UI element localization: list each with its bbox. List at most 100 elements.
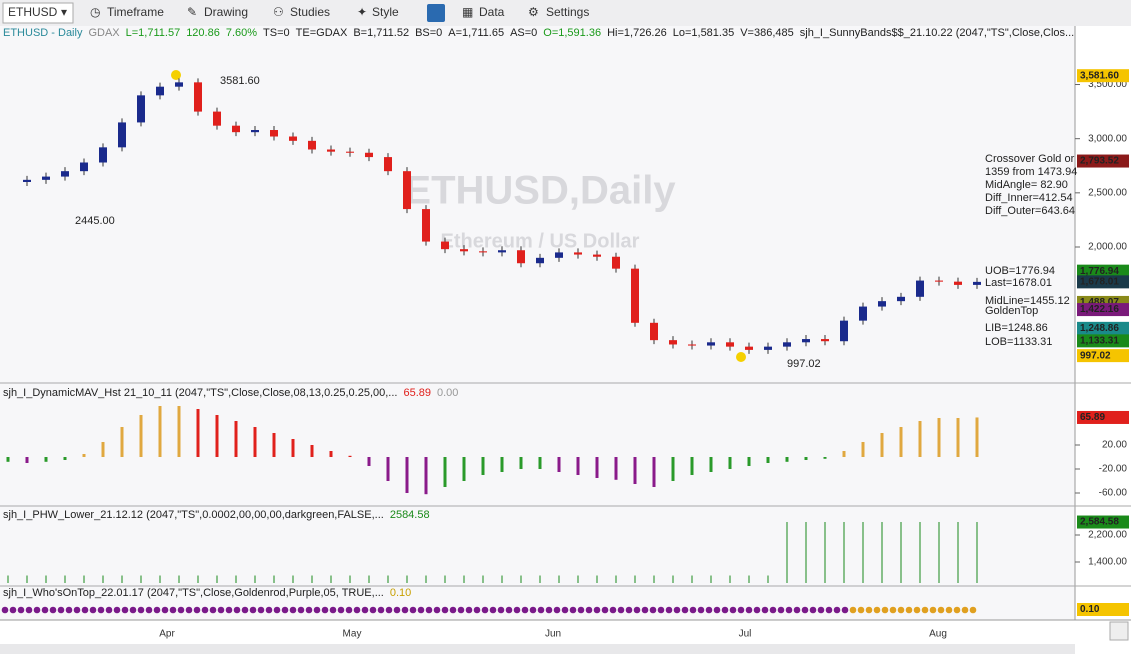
header-field: L=1,711.57 — [126, 27, 181, 39]
state-dot — [889, 606, 897, 614]
band-label: Last=1678.01 — [985, 277, 1052, 289]
price-flag-label: 1,776.94 — [1080, 266, 1119, 277]
state-dot — [505, 606, 513, 614]
toolbar-button[interactable]: Studies — [290, 5, 330, 19]
band-label: LIB=1248.86 — [985, 322, 1048, 334]
state-dot — [137, 606, 145, 614]
candle — [194, 82, 202, 112]
toolbar — [0, 0, 1131, 26]
header-field: O=1,591.36 — [543, 27, 601, 39]
state-dot — [689, 606, 697, 614]
y-tick-label: 3,500.00 — [1088, 79, 1127, 90]
candle — [555, 252, 563, 258]
candle — [137, 95, 145, 123]
settings-button[interactable] — [1109, 621, 1129, 641]
histogram-bar — [842, 451, 846, 457]
histogram-bar — [25, 457, 29, 463]
state-dot — [777, 606, 785, 614]
state-dot — [489, 606, 497, 614]
toolbar-button[interactable]: Data — [479, 5, 505, 19]
histogram-bar — [500, 457, 504, 472]
toolbar-button[interactable]: Settings — [546, 5, 589, 19]
histogram-bar — [595, 457, 599, 478]
header-field: V=386,485 — [740, 27, 794, 39]
month-label: Jul — [739, 629, 752, 640]
state-dot — [657, 606, 665, 614]
state-dot — [929, 606, 937, 614]
state-dot — [145, 606, 153, 614]
candle — [42, 176, 50, 180]
histogram-bar — [310, 445, 314, 457]
candle — [612, 256, 620, 269]
price-flag-label: 65.89 — [1080, 412, 1105, 423]
state-dot — [241, 606, 249, 614]
state-dot — [553, 606, 561, 614]
histogram-bar — [82, 454, 86, 457]
histogram-bar — [158, 406, 162, 457]
price-flag — [1077, 334, 1129, 348]
toolbar-button[interactable]: Style — [372, 5, 399, 19]
header-field: sjh_I_SunnyBands$$_21.10.22 (2047,"TS",C… — [800, 27, 1074, 39]
state-dot — [361, 606, 369, 614]
state-dot — [57, 606, 65, 614]
state-dot — [873, 606, 881, 614]
toolbar-button[interactable]: Drawing — [204, 5, 248, 19]
state-dot — [289, 606, 297, 614]
histogram-bar — [177, 406, 181, 457]
indicator-name: sjh_I_Who'sOnTop_22.01.17 (2047,"TS",Clo… — [3, 587, 384, 599]
state-dot — [305, 606, 313, 614]
histogram-bar — [557, 457, 561, 472]
histogram-bar — [348, 455, 352, 457]
state-dot — [769, 606, 777, 614]
histogram-bar — [234, 421, 238, 457]
candle — [498, 250, 506, 253]
indicator-label: sjh_I_Who'sOnTop_22.01.17 (2047,"TS",Clo… — [3, 587, 411, 599]
histogram-bar — [481, 457, 485, 475]
icon: ▦ — [462, 5, 473, 19]
symbol[interactable]: ETHUSD — [8, 5, 58, 19]
band-label: MidLine=1455.12 — [985, 295, 1070, 307]
layout-button[interactable] — [427, 4, 445, 22]
state-dot — [169, 606, 177, 614]
candle — [802, 339, 810, 343]
state-dot — [609, 606, 617, 614]
price-flag-label: 2,584.58 — [1080, 517, 1119, 528]
candle — [460, 249, 468, 252]
state-dot — [177, 606, 185, 614]
state-dot — [793, 606, 801, 614]
candle — [764, 346, 772, 350]
header-field: Hi=1,726.26 — [607, 27, 667, 39]
price-flag-label: 1,133.31 — [1080, 336, 1119, 347]
candle — [878, 301, 886, 307]
candle — [118, 122, 126, 148]
price-flag — [1077, 349, 1129, 363]
plot-area — [0, 26, 1075, 620]
info-line: MidAngle= 82.90 — [985, 179, 1068, 191]
state-dot — [921, 606, 929, 614]
candle — [232, 125, 240, 133]
histogram-bar — [272, 433, 276, 457]
icon: ⚇ — [273, 5, 284, 19]
state-dot — [441, 606, 449, 614]
scrollbar[interactable] — [0, 644, 1075, 654]
state-dot — [41, 606, 49, 614]
state-dot — [713, 606, 721, 614]
symbol-box[interactable] — [2, 2, 74, 24]
state-dot — [513, 606, 521, 614]
state-dot — [753, 606, 761, 614]
state-dot — [521, 606, 529, 614]
candle — [80, 162, 88, 172]
candle — [479, 251, 487, 253]
price-flag — [1077, 264, 1129, 278]
toolbar-button[interactable]: Timeframe — [107, 5, 164, 19]
histogram-bar — [899, 427, 903, 457]
state-dot — [809, 606, 817, 614]
info-line: Diff_Inner=412.54 — [985, 192, 1073, 204]
low-marker — [736, 352, 746, 362]
state-dot — [449, 606, 457, 614]
candle — [840, 320, 848, 342]
candle — [517, 250, 525, 264]
state-dot — [321, 606, 329, 614]
state-dot — [265, 606, 273, 614]
state-dot — [729, 606, 737, 614]
